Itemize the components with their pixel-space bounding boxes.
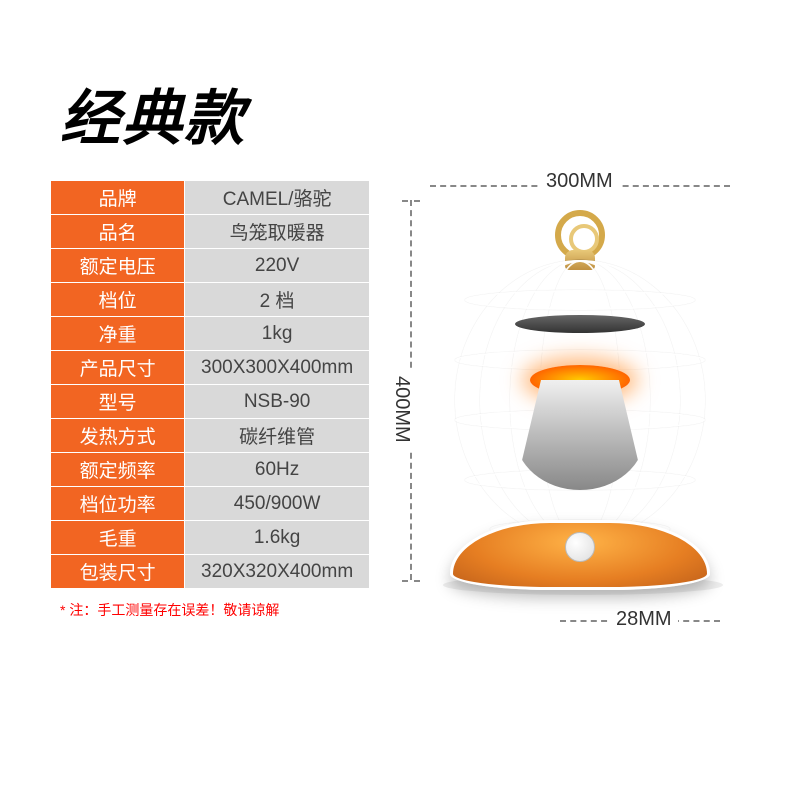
spec-row: 品牌CAMEL/骆驼 (51, 181, 370, 215)
spec-label: 产品尺寸 (51, 351, 185, 385)
spec-label: 包装尺寸 (51, 555, 185, 589)
spec-row: 品名鸟笼取暖器 (51, 215, 370, 249)
spec-label: 额定电压 (51, 249, 185, 283)
spec-row: 额定频率60Hz (51, 453, 370, 487)
spec-row: 档位2 档 (51, 283, 370, 317)
product-illustration (430, 200, 730, 600)
spec-label: 额定频率 (51, 453, 185, 487)
spec-label: 型号 (51, 385, 185, 419)
spec-label: 发热方式 (51, 419, 185, 453)
spec-value: 220V (185, 249, 370, 283)
spec-row: 净重1kg (51, 317, 370, 351)
spec-label: 档位 (51, 283, 185, 317)
heater-knob (565, 532, 595, 562)
spec-value: 鸟笼取暖器 (185, 215, 370, 249)
dimension-tick (402, 200, 420, 202)
spec-value: CAMEL/骆驼 (185, 181, 370, 215)
dimension-height-label: 400MM (390, 370, 413, 449)
spec-row: 毛重1.6kg (51, 521, 370, 555)
spec-row: 型号NSB-90 (51, 385, 370, 419)
page-title: 经典款 (60, 70, 246, 157)
spec-value: 300X300X400mm (185, 351, 370, 385)
spec-row: 发热方式碳纤维管 (51, 419, 370, 453)
spec-value: 450/900W (185, 487, 370, 521)
spec-row: 包装尺寸320X320X400mm (51, 555, 370, 589)
spec-label: 品名 (51, 215, 185, 249)
spec-row: 额定电压220V (51, 249, 370, 283)
spec-label: 毛重 (51, 521, 185, 555)
dimension-base-label: 28MM (610, 608, 678, 631)
spec-value: NSB-90 (185, 385, 370, 419)
spec-label: 档位功率 (51, 487, 185, 521)
spec-value: 60Hz (185, 453, 370, 487)
heater-top-plate (515, 315, 645, 333)
spec-label: 净重 (51, 317, 185, 351)
dimension-width-label: 300MM (540, 170, 619, 193)
spec-value: 碳纤维管 (185, 419, 370, 453)
spec-label: 品牌 (51, 181, 185, 215)
spec-value: 1kg (185, 317, 370, 351)
spec-value: 1.6kg (185, 521, 370, 555)
spec-table: 品牌CAMEL/骆驼品名鸟笼取暖器额定电压220V档位2 档净重1kg产品尺寸3… (50, 180, 370, 589)
dimension-tick (402, 580, 420, 582)
spec-value: 2 档 (185, 283, 370, 317)
spec-row: 档位功率450/900W (51, 487, 370, 521)
spec-value: 320X320X400mm (185, 555, 370, 589)
footnote-text: * 注：手工测量存在误差！敬请谅解 (60, 600, 279, 620)
spec-row: 产品尺寸300X300X400mm (51, 351, 370, 385)
